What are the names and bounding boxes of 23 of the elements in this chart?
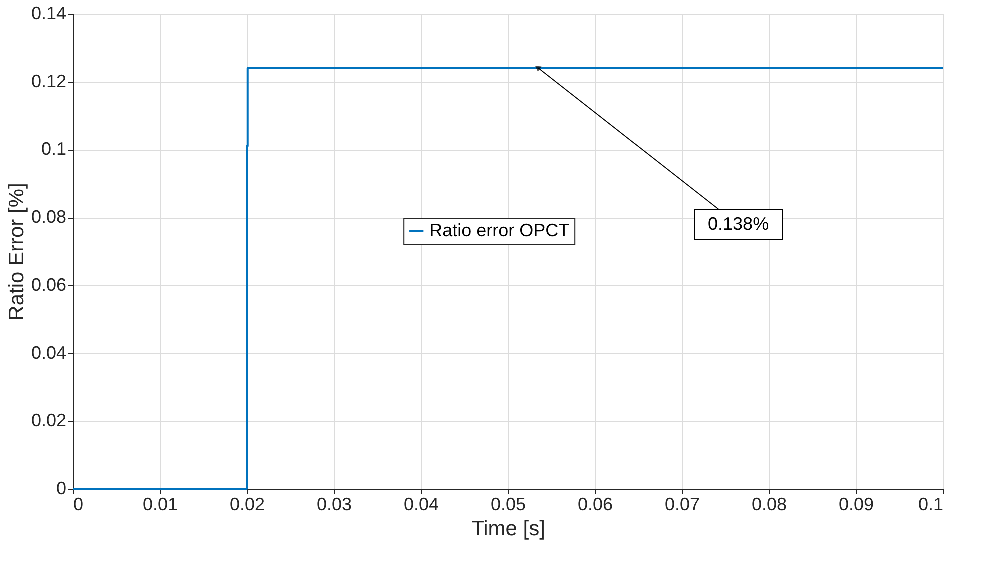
x-tick-label: 0.08 (752, 494, 788, 514)
x-tick-label: 0.04 (404, 494, 440, 514)
x-tick-label: 0.1 (918, 494, 944, 514)
annotation: 0.138% (708, 214, 770, 234)
x-tick-label: 0.03 (316, 494, 352, 514)
y-tick-label: 0.02 (31, 410, 66, 431)
y-tick-label: 0 (56, 478, 66, 498)
x-tick-label: 0.01 (142, 494, 178, 514)
y-axis-title: Ratio Error [%] (5, 183, 28, 321)
x-tick-label: 0.05 (490, 494, 526, 514)
x-axis-title: Time [s] (472, 518, 546, 540)
x-tick-label: 0.07 (664, 494, 700, 514)
y-tick-label: 0.14 (31, 4, 66, 24)
legend-label: Ratio error OPCT (430, 220, 570, 240)
y-tick-label: 0.04 (31, 342, 66, 363)
y-tick-label: 0.12 (31, 71, 66, 92)
x-tick-label: 0.02 (230, 494, 266, 514)
x-tick-label: 0.06 (578, 494, 614, 514)
x-tick-label: 0 (74, 494, 84, 514)
y-tick-label: 0.1 (41, 139, 66, 160)
y-tick-label: 0.06 (31, 274, 66, 295)
x-tick-label: 0.09 (838, 494, 874, 514)
y-tick-label: 0.08 (31, 207, 66, 228)
